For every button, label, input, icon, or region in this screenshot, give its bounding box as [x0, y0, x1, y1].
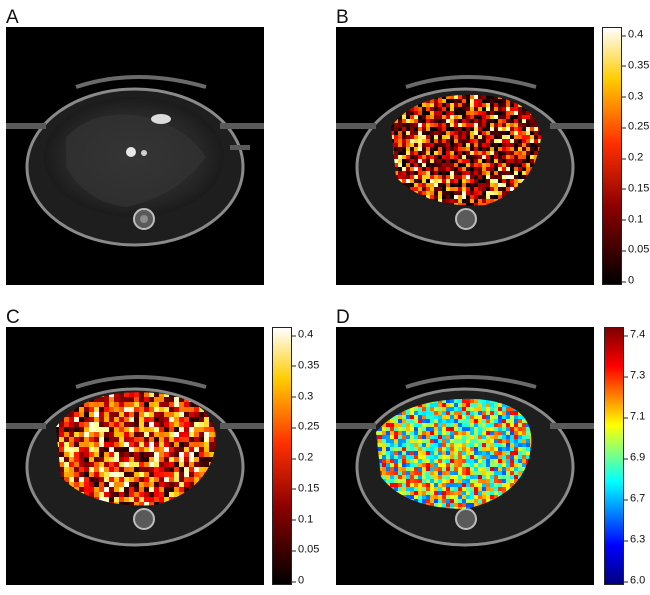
colorbar-tick-label: 0.05	[291, 543, 320, 556]
panel-c-mri-image	[6, 327, 264, 585]
colorbar-tick-label: 0.15	[291, 482, 320, 495]
colorbar-tick-label: 0.4	[291, 328, 314, 341]
panel-c-colorbar-ticks: 0.4 0.35 0.3 0.25 0.2 0.15 0.1 0.05 0	[291, 327, 322, 587]
colorbar-tick-label: 0.3	[621, 90, 644, 102]
panel-d-mri-image	[336, 327, 594, 585]
panel-b-label: B	[336, 7, 349, 28]
colorbar-tick-label: 7.1	[623, 410, 646, 423]
colorbar-tick-label: 0	[291, 574, 305, 587]
colorbar-tick-label: 0.1	[291, 513, 314, 525]
colorbar-tick-label: 0.2	[621, 151, 644, 164]
panel-b-mri-image	[336, 27, 594, 285]
mri-axial-slice-hot-overlay	[6, 375, 264, 547]
colorbar-tick-label: 0.1	[621, 213, 644, 225]
panel-a-label: A	[6, 7, 19, 28]
panel-b-colorbar	[602, 27, 622, 285]
panel-d-label: D	[336, 307, 350, 328]
panel-d-colorbar-ticks: 7.4 7.3 7.1 6.9 6.7 6.3 6.0	[623, 327, 650, 587]
mri-axial-slice-jet-overlay	[336, 375, 594, 547]
colorbar-tick-label: 0.35	[291, 359, 320, 372]
colorbar-tick-label: 0.4	[621, 28, 644, 41]
mri-axial-slice	[6, 75, 264, 247]
panel-d-colorbar	[604, 327, 624, 585]
panel-c-colorbar	[272, 327, 292, 585]
colorbar-tick-label: 0.35	[621, 59, 650, 72]
colorbar-tick-label: 0.3	[291, 390, 314, 402]
colorbar-tick-label: 0	[621, 274, 635, 287]
colorbar-tick-label: 7.3	[623, 369, 646, 382]
panel-b-colorbar-ticks: 0.4 0.35 0.3 0.25 0.2 0.15 0.1 0.05 0	[621, 27, 650, 287]
colorbar-tick-label: 0.05	[621, 243, 650, 256]
panel-a-mri-image	[6, 27, 264, 285]
colorbar-tick-label: 0.25	[291, 420, 320, 433]
colorbar-tick-label: 6.0	[623, 574, 646, 587]
colorbar-tick-label: 6.9	[623, 451, 646, 464]
colorbar-tick-label: 0.25	[621, 120, 650, 133]
mri-axial-slice-hot-overlay	[336, 75, 594, 247]
colorbar-tick-label: 0.2	[291, 451, 314, 464]
colorbar-tick-label: 6.3	[623, 533, 646, 546]
panel-c-label: C	[6, 307, 20, 328]
colorbar-tick-label: 0.15	[621, 182, 650, 195]
colorbar-tick-label: 6.7	[623, 492, 646, 505]
colorbar-tick-label: 7.4	[623, 328, 646, 341]
